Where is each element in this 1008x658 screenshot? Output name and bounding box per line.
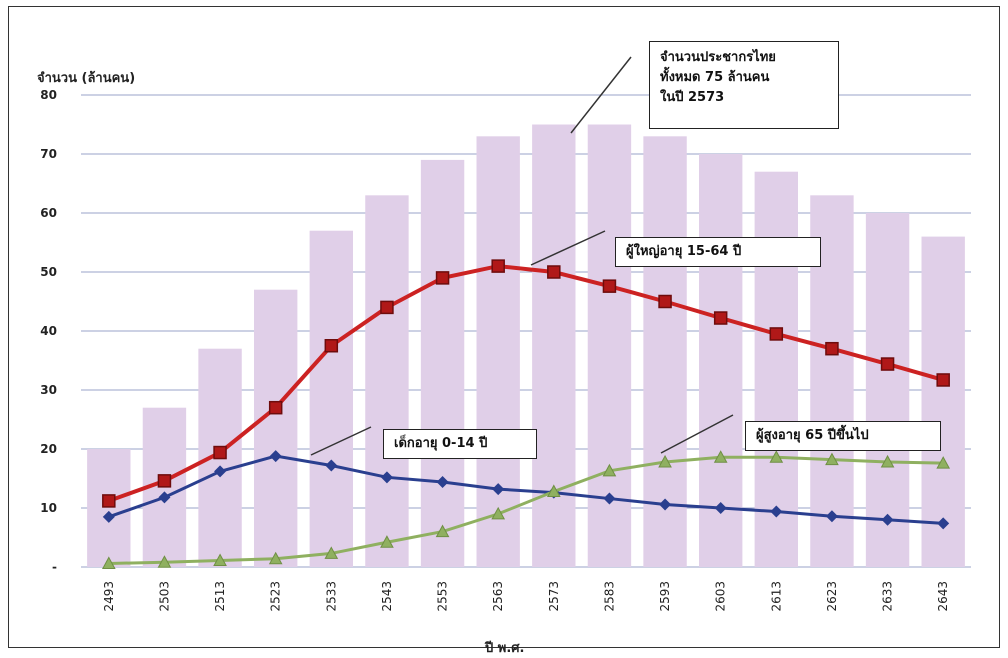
series-point — [825, 341, 839, 356]
series-point — [380, 471, 393, 484]
population-bar — [309, 230, 354, 567]
series-point — [714, 502, 727, 514]
population-bar — [532, 124, 576, 567]
series-point — [825, 510, 838, 523]
population-bar — [698, 154, 743, 567]
series-point — [713, 311, 728, 325]
y-axis-label: จำนวน (ล้านคน) — [37, 71, 136, 86]
series-point — [157, 555, 172, 568]
series-point — [325, 459, 338, 472]
working-age-callout: ผู้ใหญ่อายุ 15-64 ปี — [615, 237, 821, 267]
population-bar — [643, 136, 687, 568]
series-point — [214, 465, 227, 478]
series-point — [769, 450, 784, 463]
series-point — [602, 279, 617, 293]
series-point — [825, 452, 839, 466]
series-point — [380, 535, 394, 548]
y-tick-label: 10 — [40, 501, 57, 515]
series-point — [937, 517, 950, 530]
series-point — [269, 450, 282, 463]
x-tick-label: 2513 — [213, 581, 227, 612]
y-tick-label: 80 — [40, 88, 57, 102]
series-point — [436, 476, 449, 489]
series-point — [158, 491, 171, 504]
series-line — [108, 454, 944, 525]
series-point — [268, 551, 283, 565]
x-tick-label: 2643 — [936, 581, 950, 612]
children-callout: เด็กอายุ 0-14 ปี — [383, 429, 537, 459]
series-point — [380, 300, 394, 315]
series-point — [602, 463, 617, 477]
callout-leader — [660, 414, 734, 454]
x-tick-label: 2613 — [769, 581, 783, 612]
series-point — [435, 271, 450, 285]
series-point — [213, 445, 227, 460]
callout-leader — [570, 56, 632, 134]
y-tick-label: 20 — [40, 442, 57, 456]
series-point — [435, 524, 450, 538]
population-bar — [476, 136, 520, 568]
series-point — [881, 513, 894, 526]
series-point — [101, 556, 116, 569]
y-tick-label: 60 — [40, 206, 57, 220]
population-bar — [253, 289, 298, 567]
population-bar — [865, 213, 910, 567]
series-point — [268, 400, 283, 415]
population-bar — [87, 449, 131, 567]
x-tick-label: 2593 — [658, 581, 672, 612]
x-tick-label: 2543 — [380, 581, 394, 612]
series-point — [492, 483, 505, 496]
callout-leader — [310, 426, 372, 456]
callout-leader — [530, 230, 606, 266]
population-bar — [365, 195, 409, 568]
series-point — [658, 294, 672, 309]
series-point — [936, 373, 950, 387]
x-tick-label: 2503 — [157, 581, 171, 612]
series-point — [770, 505, 783, 518]
x-tick-label: 2573 — [547, 581, 561, 612]
x-axis-label: ปี พ.ศ. — [485, 641, 525, 656]
population-bar — [420, 159, 465, 567]
series-point — [157, 474, 172, 488]
x-tick-label: 2563 — [491, 581, 505, 612]
x-tick-label: 2493 — [102, 581, 116, 612]
series-point — [659, 498, 672, 511]
x-tick-label: 2623 — [825, 581, 839, 612]
series-line — [108, 455, 944, 565]
chart-frame: - 10 20 30 40 50 60 70 80 2493 2503 2513 2523 2533 254… — [8, 6, 1000, 656]
series-point — [658, 454, 672, 468]
series-point — [880, 357, 895, 371]
series-point — [880, 454, 895, 468]
x-tick-label: 2583 — [602, 581, 616, 612]
x-tick-label: 2533 — [324, 581, 338, 612]
series-point — [324, 546, 339, 559]
series-point — [547, 265, 561, 279]
y-tick-label: 40 — [40, 324, 57, 338]
x-tick-label: 2633 — [881, 581, 895, 612]
y-tick-label: 50 — [40, 265, 57, 279]
elderly-callout: ผู้สูงอายุ 65 ปีขึ้นไป — [745, 421, 941, 451]
y-tick-label: - — [52, 560, 57, 574]
series-point — [324, 339, 339, 353]
population-chart: - 10 20 30 40 50 60 70 80 2493 2503 2513 2523 2533 254… — [40, 56, 971, 612]
series-point — [491, 506, 506, 520]
population-bar — [921, 236, 965, 567]
series-point — [102, 494, 116, 508]
y-tick-label: 30 — [40, 383, 57, 397]
series-point — [546, 484, 561, 497]
series-point — [213, 553, 227, 567]
series-line — [108, 264, 944, 503]
x-tick-label: 2603 — [714, 581, 728, 612]
x-tick-label: 2523 — [269, 581, 283, 612]
series-point — [603, 492, 616, 505]
x-tick-label: 2553 — [436, 581, 450, 612]
series-point — [769, 327, 784, 341]
series-point — [713, 450, 728, 463]
total-population-callout: จำนวนประชากรไทย ทั้งหมด 75 ล้านคน ในปี 2… — [649, 41, 839, 129]
series-point — [491, 259, 505, 273]
series-point — [936, 456, 951, 469]
y-tick-label: 70 — [40, 147, 57, 161]
